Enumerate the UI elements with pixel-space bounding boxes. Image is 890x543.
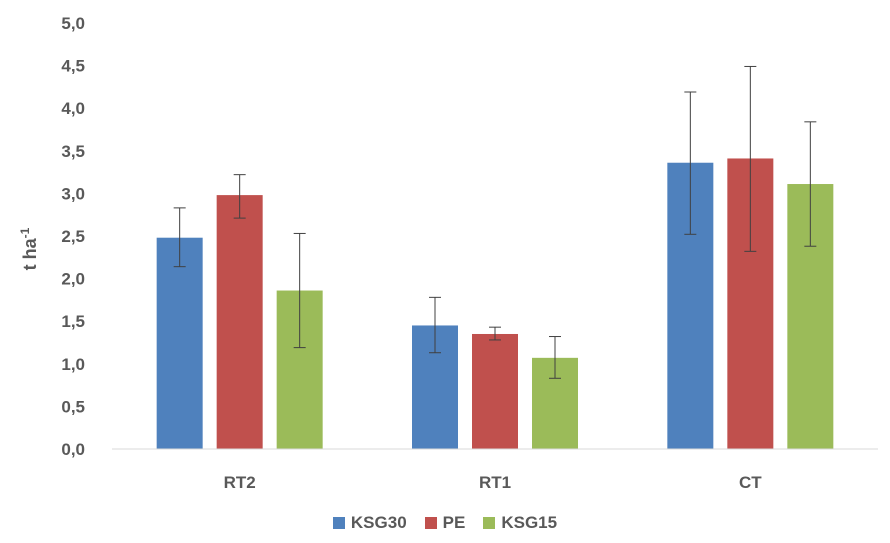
y-tick-label: 3,0 (61, 184, 85, 203)
y-tick-label: 4,5 (61, 57, 85, 76)
y-axis-label-superscript: -1 (18, 227, 32, 238)
error-bars (173, 65, 817, 379)
y-tick-label: 3,5 (61, 142, 85, 161)
bar-ksg30-rt2 (156, 237, 203, 449)
y-tick-label: 1,5 (61, 312, 85, 331)
bars (156, 158, 834, 449)
legend-item-pe: PE (424, 513, 466, 533)
y-axis-label: t ha-1 (18, 227, 40, 270)
bar-pe-rt1 (472, 333, 518, 449)
bar-pe-rt2 (216, 195, 263, 449)
y-tick-label: 4,0 (61, 99, 85, 118)
legend-swatch (332, 517, 345, 529)
y-tick-label: 2,0 (61, 270, 85, 289)
y-axis-label-base: t ha (20, 237, 40, 270)
legend: KSG30 PE KSG15 (0, 513, 890, 533)
x-axis-ticks: RT2 RT1 CT (224, 473, 763, 492)
legend-swatch (483, 517, 496, 529)
y-tick-label: 5,0 (61, 14, 85, 33)
legend-item-ksg15: KSG15 (483, 513, 557, 533)
x-tick-label: CT (739, 473, 762, 492)
y-axis-ticks: 0,0 0,5 1,0 1,5 2,0 2,5 3,0 3,5 4,0 4,5 5,0 (61, 14, 85, 459)
legend-swatch (424, 517, 437, 529)
legend-label: PE (442, 513, 466, 532)
legend-label: KSG15 (501, 513, 558, 532)
legend-item-ksg30: KSG30 (332, 513, 407, 533)
y-tick-label: 0,0 (61, 440, 85, 459)
x-tick-label: RT1 (479, 473, 511, 492)
y-tick-label: 1,0 (61, 355, 85, 374)
y-tick-label: 2,5 (61, 227, 85, 246)
y-tick-label: 0,5 (61, 397, 85, 416)
x-tick-label: RT2 (224, 473, 256, 492)
legend-label: KSG30 (350, 513, 407, 532)
